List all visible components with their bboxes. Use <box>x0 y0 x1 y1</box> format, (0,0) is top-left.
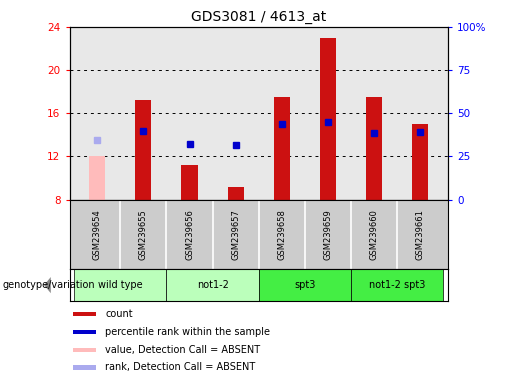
Bar <box>320 38 336 200</box>
Bar <box>73 365 96 369</box>
Text: GSM239658: GSM239658 <box>278 209 286 260</box>
Text: value, Detection Call = ABSENT: value, Detection Call = ABSENT <box>106 345 261 355</box>
Title: GDS3081 / 4613_at: GDS3081 / 4613_at <box>191 10 327 25</box>
Bar <box>89 157 105 200</box>
Text: GSM239656: GSM239656 <box>185 209 194 260</box>
Bar <box>73 312 96 316</box>
Text: GSM239654: GSM239654 <box>93 209 102 260</box>
Text: genotype/variation: genotype/variation <box>3 280 95 290</box>
Bar <box>259 269 351 301</box>
Text: not1-2: not1-2 <box>197 280 229 290</box>
Bar <box>366 97 382 200</box>
Bar <box>351 269 443 301</box>
Polygon shape <box>44 277 51 293</box>
Text: GSM239655: GSM239655 <box>139 209 148 260</box>
Text: GSM239660: GSM239660 <box>370 209 379 260</box>
Text: percentile rank within the sample: percentile rank within the sample <box>106 327 270 337</box>
Text: not1-2 spt3: not1-2 spt3 <box>369 280 425 290</box>
Bar <box>166 269 259 301</box>
Bar <box>413 124 428 200</box>
Bar <box>181 165 198 200</box>
Bar <box>74 269 166 301</box>
Text: count: count <box>106 309 133 319</box>
Text: GSM239659: GSM239659 <box>323 209 333 260</box>
Bar <box>73 348 96 352</box>
Text: spt3: spt3 <box>294 280 316 290</box>
Bar <box>135 100 151 200</box>
Text: wild type: wild type <box>98 280 143 290</box>
Bar <box>228 187 244 200</box>
Bar <box>274 97 290 200</box>
Text: GSM239657: GSM239657 <box>231 209 240 260</box>
Text: rank, Detection Call = ABSENT: rank, Detection Call = ABSENT <box>106 362 256 372</box>
Bar <box>73 330 96 334</box>
Text: GSM239661: GSM239661 <box>416 209 425 260</box>
